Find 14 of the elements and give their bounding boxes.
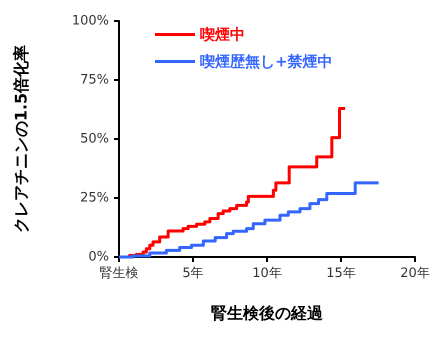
legend-label: 喫煙中: [200, 26, 245, 44]
y-tick-label: 50%: [80, 132, 109, 146]
x-tick-label: 10年: [252, 266, 282, 281]
x-axis-title: 腎生検後の経過: [211, 304, 324, 322]
x-tick-label: 20年: [400, 266, 430, 281]
x-tick-label: 5年: [182, 266, 204, 281]
legend-label: 喫煙歴無し+禁煙中: [200, 52, 333, 70]
y-tick-label: 0%: [88, 250, 109, 264]
x-tick-label: 腎生検: [100, 266, 138, 281]
x-tick-label: 15年: [326, 266, 356, 281]
y-tick-label: 25%: [80, 190, 109, 206]
y-tick-label: 100%: [72, 14, 109, 28]
y-axis-title: クレアチニンの1.5倍化率: [12, 44, 30, 234]
y-tick-label: 75%: [80, 72, 109, 88]
